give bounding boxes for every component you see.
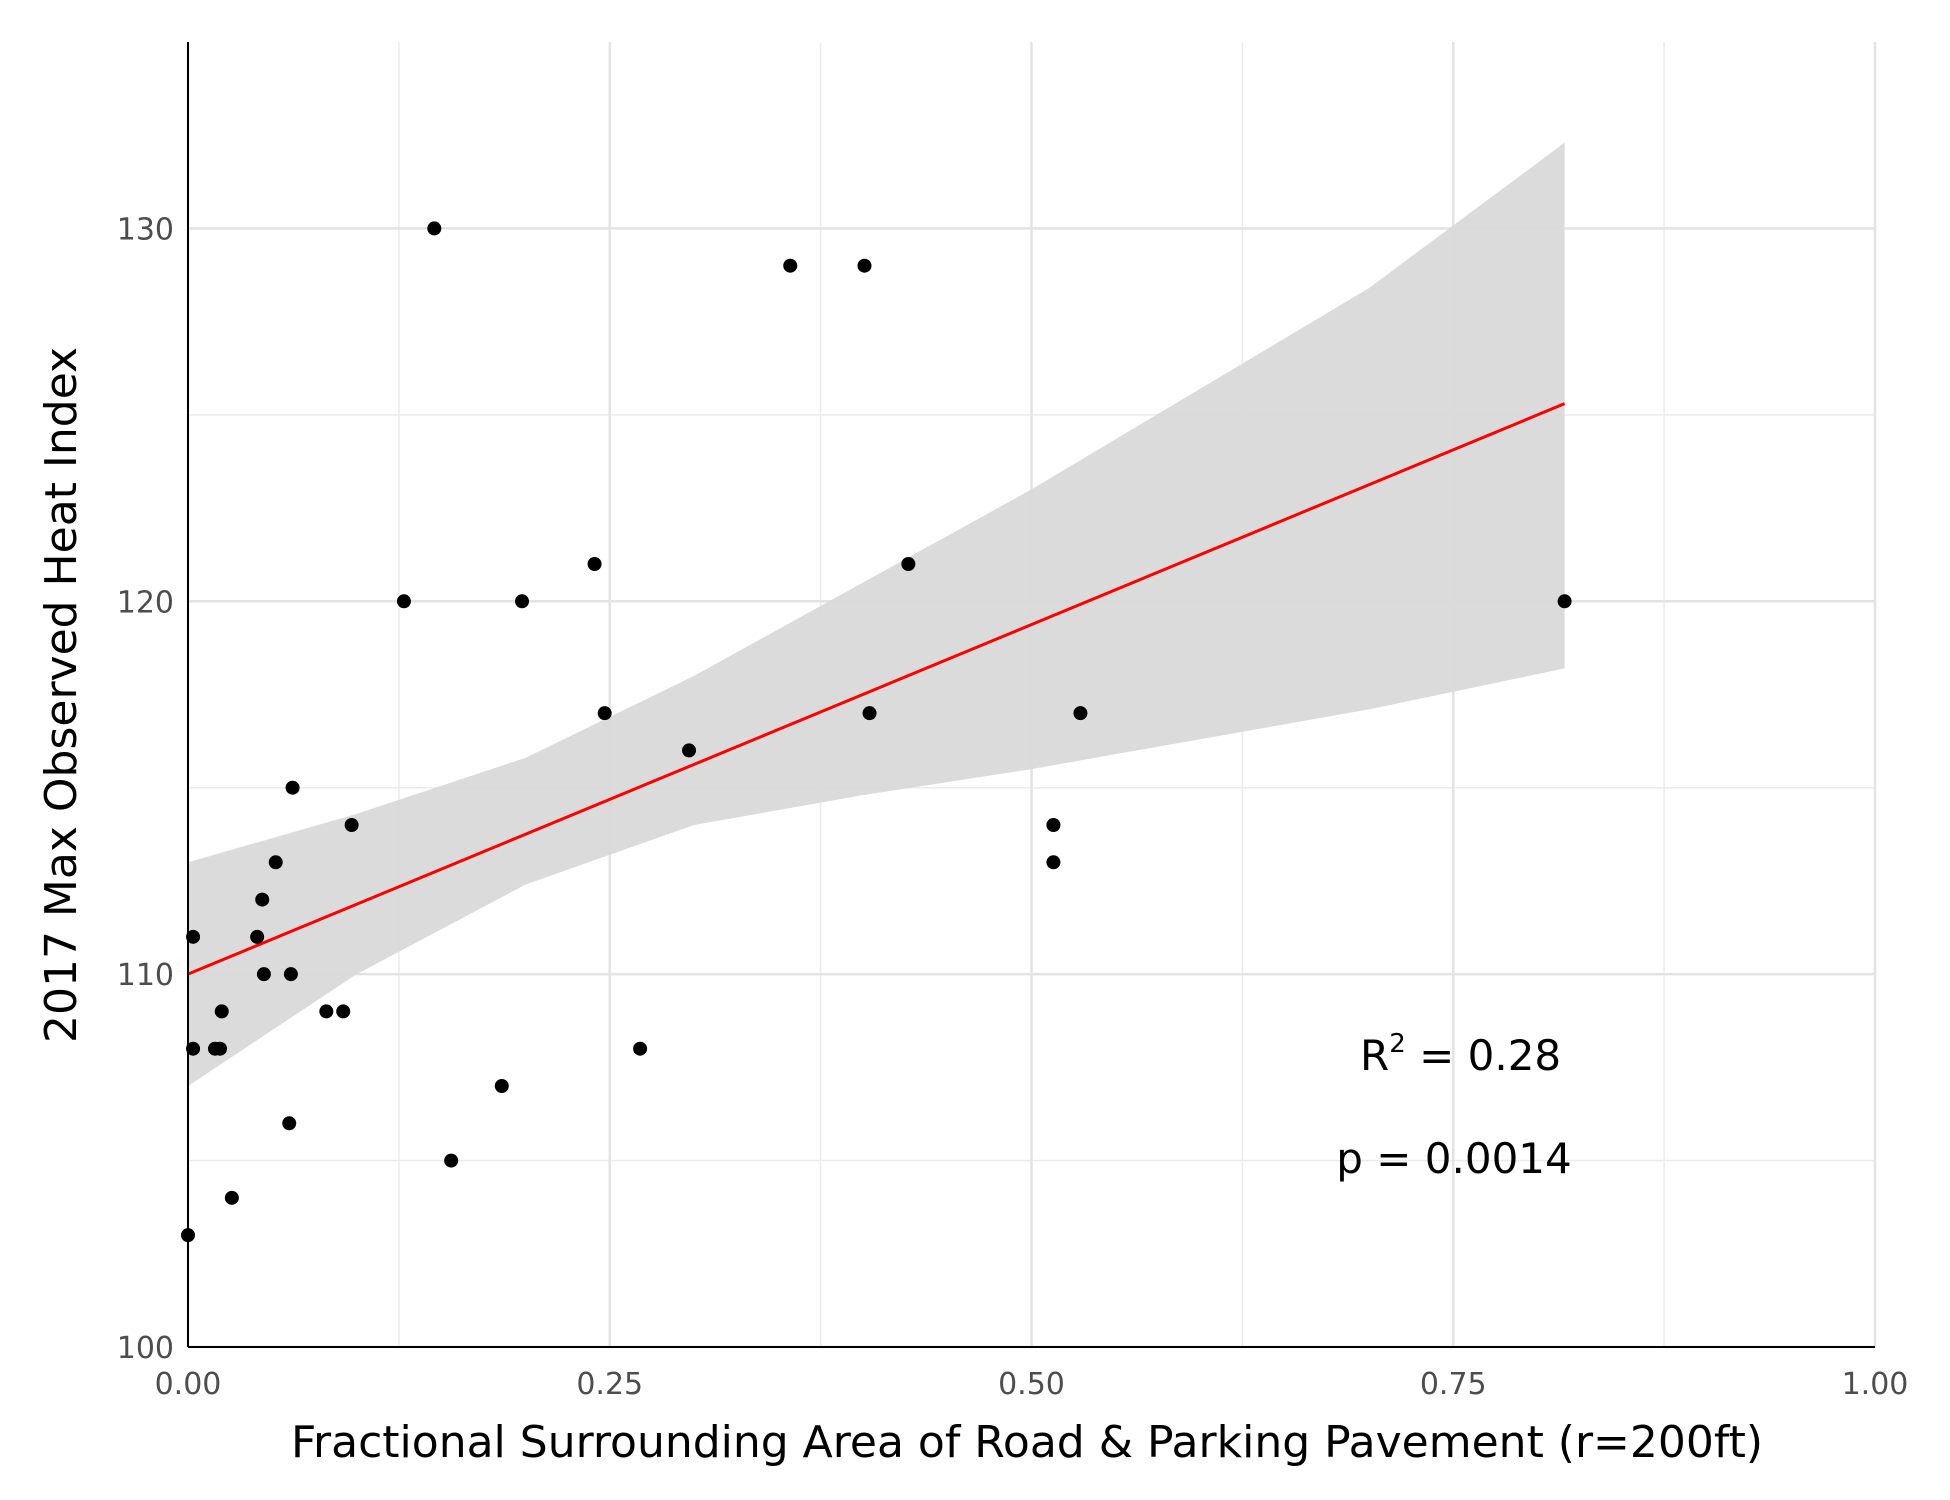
data-point	[319, 1004, 334, 1019]
y-tick-label: 100	[117, 1331, 174, 1366]
data-point	[250, 929, 265, 944]
x-tick-label: 0.50	[998, 1367, 1065, 1402]
data-point	[427, 221, 442, 236]
y-tick-labels: 100 110 120 130	[117, 212, 174, 1366]
x-tick-label: 1.00	[1842, 1367, 1909, 1402]
x-axis-title: Fractional Surrounding Area of Road & Pa…	[291, 1417, 1763, 1468]
data-point	[444, 1153, 459, 1168]
data-point	[282, 1116, 297, 1131]
data-point	[186, 929, 201, 944]
data-point	[597, 706, 612, 721]
y-tick-label: 130	[117, 212, 174, 247]
data-point	[336, 1004, 351, 1019]
confidence-band	[188, 142, 1565, 1086]
data-point	[1046, 855, 1061, 870]
data-point	[255, 892, 270, 907]
x-tick-label: 0.75	[1420, 1367, 1487, 1402]
data-point	[268, 855, 283, 870]
data-point	[214, 1004, 229, 1019]
data-point	[1046, 818, 1061, 832]
data-point	[224, 1190, 239, 1205]
data-point	[213, 1041, 228, 1056]
data-point	[515, 594, 530, 609]
y-tick-label: 110	[117, 958, 174, 993]
data-point	[783, 258, 798, 273]
x-tick-label: 0.25	[576, 1367, 643, 1402]
data-point	[285, 780, 300, 795]
data-point	[494, 1079, 509, 1093]
data-points	[181, 221, 1572, 1243]
data-point	[857, 258, 872, 273]
data-point	[682, 743, 697, 758]
data-point	[587, 557, 602, 571]
data-point	[633, 1041, 648, 1056]
data-point	[1557, 594, 1572, 609]
data-point	[901, 557, 916, 571]
data-point	[256, 967, 271, 982]
y-tick-label: 120	[117, 585, 174, 620]
x-tick-label: 0.00	[155, 1367, 222, 1402]
x-tick-labels: 0.00 0.25 0.50 0.75 1.00	[155, 1367, 1909, 1402]
data-point	[344, 818, 359, 832]
r-squared-annotation: R2 = 0.28	[1360, 1029, 1561, 1080]
data-point	[186, 1041, 201, 1056]
y-axis-title: 2017 Max Observed Heat Index	[36, 347, 87, 1043]
data-point	[1073, 706, 1088, 721]
data-point	[396, 594, 411, 609]
regression-line	[187, 402, 1566, 976]
p-value-annotation: p = 0.0014	[1336, 1134, 1572, 1183]
data-point	[283, 967, 298, 982]
data-point	[862, 706, 877, 721]
